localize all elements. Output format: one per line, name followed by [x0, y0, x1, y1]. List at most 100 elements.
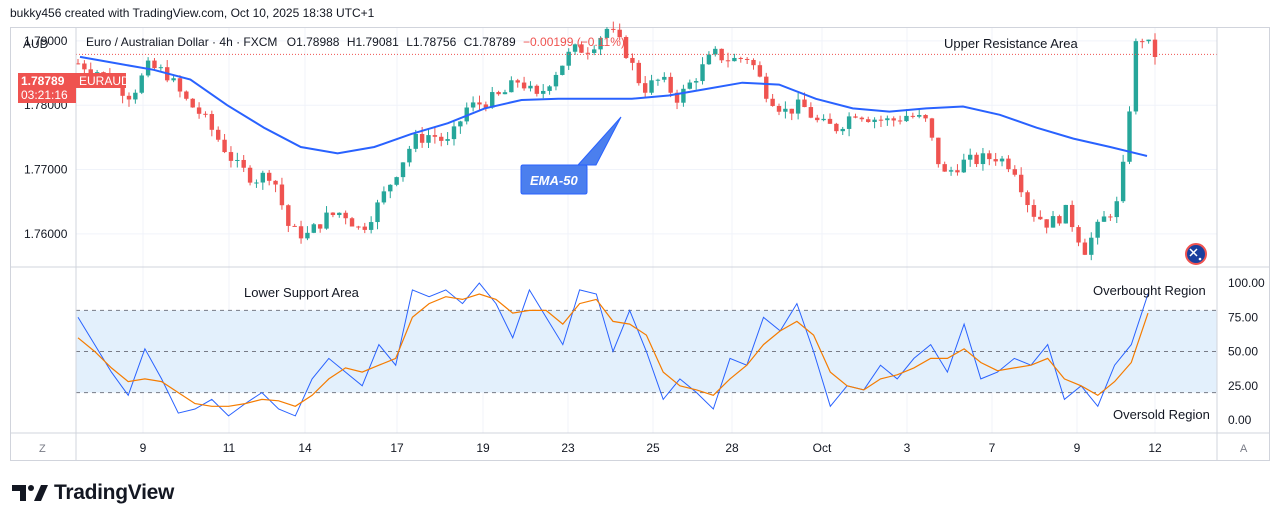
tradingview-wordmark: TradingView	[54, 481, 175, 504]
candle-body	[337, 212, 342, 216]
time-tick-label: 12	[1148, 441, 1162, 455]
candle-body	[235, 159, 240, 161]
candle-body	[75, 63, 81, 65]
candle-body	[1140, 41, 1145, 43]
price-tag-countdown: 03:21:16	[21, 88, 68, 102]
candle-body	[936, 137, 941, 165]
candle-body	[630, 57, 635, 63]
candle-body	[158, 67, 164, 69]
time-tick-label: 25	[646, 441, 660, 455]
candle-body	[1069, 204, 1075, 228]
candle-body	[572, 44, 578, 52]
candle-body	[324, 212, 329, 229]
candle-body	[362, 226, 367, 230]
australia-flag-icon[interactable]	[1185, 243, 1207, 265]
candle-body	[598, 37, 603, 50]
candle-body	[1012, 169, 1017, 175]
candle-body	[859, 117, 865, 120]
candle-body	[783, 108, 788, 112]
candle-body	[980, 153, 986, 165]
candle-body	[662, 76, 667, 80]
candle-body	[891, 118, 896, 121]
candle-body	[744, 58, 750, 60]
candle-body	[642, 83, 648, 93]
time-tick-label: 7	[989, 441, 996, 455]
candle-body	[1025, 192, 1030, 206]
candle-body	[713, 48, 718, 55]
candle-body	[317, 224, 323, 229]
stochastic-tick-label: 25.00	[1228, 379, 1258, 393]
time-tick-label: Oct	[813, 441, 832, 455]
candle-body	[885, 118, 890, 121]
legend-line: Euro / Australian Dollar · 4h · FXCM O1.…	[86, 35, 625, 49]
candle-body	[216, 129, 221, 140]
candle-body	[126, 95, 132, 100]
candle-body	[681, 88, 686, 103]
candle-body	[1101, 216, 1107, 222]
candle-body	[375, 202, 380, 223]
candle-body	[439, 136, 444, 141]
candle-body	[585, 52, 591, 54]
candle-body	[1089, 237, 1094, 255]
candle-body	[955, 170, 960, 173]
candle-body	[1006, 158, 1011, 170]
candle-body	[757, 65, 763, 77]
tradingview-logo-icon	[12, 485, 48, 501]
time-tick-label: 9	[1074, 441, 1081, 455]
candle-body	[177, 78, 183, 92]
stochastic-k-line	[77, 282, 1149, 417]
time-tick-label: 23	[561, 441, 575, 455]
candle-body	[547, 86, 552, 91]
ema50-line	[79, 55, 1148, 157]
candle-body	[776, 105, 782, 112]
ohlc-close: C1.78789	[464, 35, 516, 49]
time-axis-labels: 9 11 14 17 19 23 25 28 Oct 3 7 9 12	[140, 441, 1162, 455]
candle-body	[502, 92, 508, 95]
candle-body	[483, 104, 489, 108]
price-tag	[18, 73, 76, 103]
candle-body	[999, 158, 1005, 162]
candle-body	[866, 119, 871, 122]
candle-body	[541, 90, 546, 94]
candle-body	[458, 121, 463, 127]
candle-body	[356, 226, 361, 228]
candle-body	[343, 212, 348, 219]
stochastic-tick-label: 0.00	[1228, 413, 1252, 427]
candle-body	[1152, 39, 1158, 57]
candle-body	[649, 80, 654, 93]
candle-body	[655, 79, 661, 81]
candle-body	[770, 98, 775, 106]
auto-scale-button[interactable]: A	[1240, 443, 1248, 455]
candle-body	[764, 76, 769, 99]
log-scale-button[interactable]: Z	[39, 443, 46, 455]
candle-body	[254, 182, 259, 184]
candle-body	[101, 72, 106, 74]
candle-body	[1063, 204, 1068, 224]
candle-body	[222, 139, 227, 153]
price-tick-label: 1.77000	[24, 163, 68, 177]
ema-callout	[520, 116, 622, 195]
candle-body	[706, 54, 712, 65]
annotation-lower-support: Lower Support Area	[244, 285, 360, 300]
price-tag-price: 1.78789	[21, 74, 65, 88]
candle-body	[381, 191, 387, 203]
candle-body	[808, 107, 814, 118]
candle-body	[1127, 111, 1132, 162]
candle-body	[464, 107, 469, 122]
candle-body	[604, 28, 610, 38]
time-tick-label: 14	[298, 441, 312, 455]
candle-body	[152, 60, 157, 69]
candle-body	[840, 128, 845, 132]
candle-body	[1057, 216, 1062, 224]
time-tick-label: 9	[140, 441, 147, 455]
candle-body	[591, 49, 597, 53]
candle-body	[821, 118, 826, 121]
candle-body	[368, 222, 374, 230]
candle-body	[209, 114, 215, 130]
candle-body	[910, 115, 916, 117]
candle-body	[521, 82, 527, 89]
time-tick-label: 17	[390, 441, 404, 455]
candle-body	[515, 80, 520, 83]
